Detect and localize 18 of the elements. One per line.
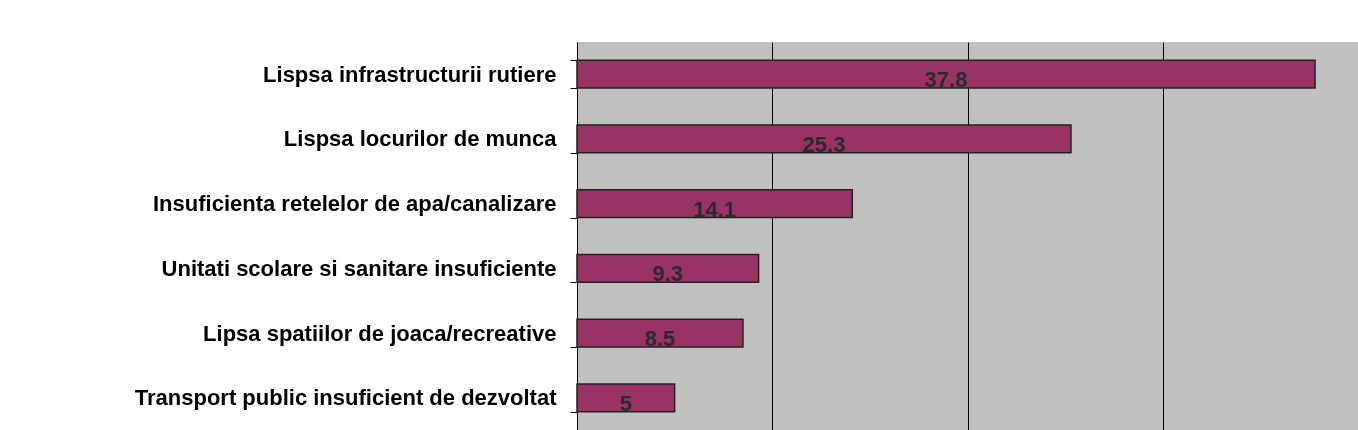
data-label: 37.8 (924, 67, 968, 93)
data-label: 9.3 (652, 261, 684, 287)
bar (576, 253, 760, 284)
y-tick-label: Lispsa locurilor de munca (283, 126, 558, 152)
y-tick-label: Lipsa spatiilor de joaca/recreative (203, 320, 557, 346)
bar (576, 383, 676, 413)
data-label: 14.1 (693, 196, 737, 222)
data-label: 5 (619, 390, 632, 416)
bar (576, 318, 744, 348)
data-label: 25.3 (802, 131, 846, 157)
bar (576, 59, 1316, 89)
y-tick-label: Lispsa infrastructurii rutiere (263, 61, 557, 87)
y-tick-label: Unitati scolare si sanitare insuficiente (161, 255, 557, 281)
data-label: 8.5 (644, 326, 676, 352)
bar (576, 188, 854, 219)
bar (576, 124, 1072, 154)
y-tick-label: Transport public insuficient de dezvoltat (134, 385, 558, 411)
y-tick-label: Insuficienta retelelor de apa/canalizare (153, 191, 557, 217)
